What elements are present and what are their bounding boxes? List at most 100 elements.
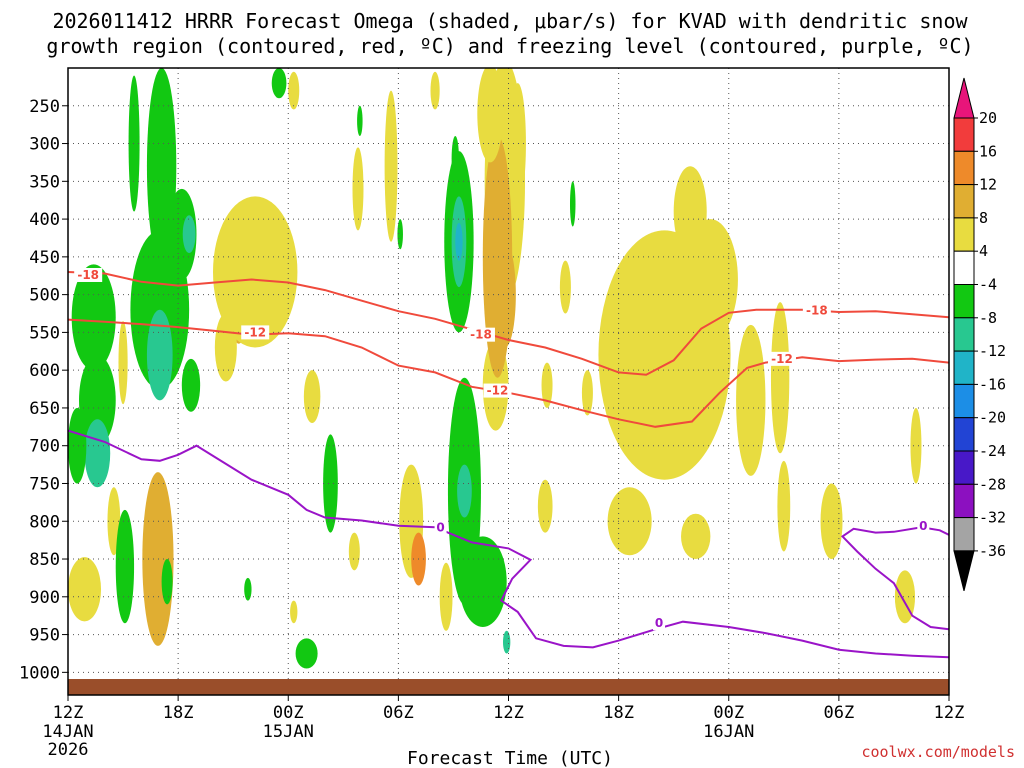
x-date-label-36: 16JAN xyxy=(703,722,754,742)
x-tick-label-18: 06Z xyxy=(383,703,414,723)
contour-label-1-2: -12 xyxy=(771,352,793,366)
omega-cell-41 xyxy=(84,419,111,488)
dotted-grid xyxy=(67,68,950,695)
omega-cell-38 xyxy=(290,600,298,624)
omega-shading xyxy=(68,68,922,669)
colorbar-label-7: -12 xyxy=(979,342,1006,360)
x-date-label-0: 14JAN xyxy=(42,722,93,742)
y-tick-label-1000: 1000 xyxy=(19,663,60,683)
contour-label-bg-0-1 xyxy=(466,327,495,342)
omega-cell-34 xyxy=(482,135,513,378)
omega-cell-52 xyxy=(161,559,173,605)
y-tick-label-750: 750 xyxy=(29,474,60,494)
colorbar-bottom-arrow xyxy=(953,550,975,592)
colorbar-label-4: 4 xyxy=(979,242,988,260)
contour-line-1 xyxy=(68,318,949,428)
omega-cell-66 xyxy=(502,630,511,654)
colorbar: 20 16 12 8 4 -4 -8 -12 -16 -20 -24 -28 -32 -36 xyxy=(953,77,1006,592)
contour-label-1-1: -12 xyxy=(487,384,509,398)
omega-cell-40 xyxy=(79,355,116,446)
omega-cell-24 xyxy=(682,219,738,340)
omega-cell-36 xyxy=(537,479,553,533)
colorbar-bin-13 xyxy=(953,517,975,552)
omega-cell-57 xyxy=(357,105,363,136)
colorbar-label-11: -28 xyxy=(979,475,1006,493)
contour-label-bg-2-1 xyxy=(653,616,666,631)
omega-cell-35 xyxy=(477,68,503,163)
omega-cell-30 xyxy=(910,407,922,484)
colorbar-bin-1 xyxy=(953,117,975,152)
omega-cell-17 xyxy=(509,83,526,204)
omega-cell-14 xyxy=(430,71,440,110)
omega-cell-19 xyxy=(541,362,553,408)
omega-cell-7 xyxy=(214,313,237,382)
contour-label-0-0: -18 xyxy=(77,268,99,282)
omega-cell-9 xyxy=(348,532,360,571)
credit-text: coolwx.com/models xyxy=(861,743,1015,761)
omega-cell-51 xyxy=(115,509,135,624)
x-tick-label-48: 12Z xyxy=(934,703,965,723)
colorbar-bin-12 xyxy=(953,483,975,519)
omega-cell-62 xyxy=(455,222,463,261)
contour-line-0 xyxy=(68,271,949,376)
chart-title-line1: 2026011412 HRRR Forecast Omega (shaded, … xyxy=(52,9,968,33)
contour-label-2-1: 0 xyxy=(655,616,663,630)
colorbar-label-12: -32 xyxy=(979,509,1006,527)
contour-label-1-0: -12 xyxy=(244,325,266,339)
y-tick-label-450: 450 xyxy=(29,248,60,268)
omega-cell-21 xyxy=(581,370,593,416)
contour-label-bg-0-2 xyxy=(802,303,831,318)
y-tick-label-500: 500 xyxy=(29,286,60,306)
omega-cell-64 xyxy=(457,464,472,518)
x-tick-label-36: 00Z xyxy=(713,703,744,723)
omega-cell-31 xyxy=(607,487,652,556)
contour-label-bg-1-2 xyxy=(767,351,796,366)
omega-cell-68 xyxy=(288,71,300,110)
pressure-axis: 250 300 350 400 450 500 550 600 650 700 750 800 850 9… xyxy=(19,97,68,683)
chart-title-line2: growth region (contoured, red, ºC) and f… xyxy=(46,34,973,58)
y-tick-label-600: 600 xyxy=(29,361,60,381)
terrain-ground-bar xyxy=(68,679,949,695)
colorbar-label-9: -20 xyxy=(979,409,1006,427)
omega-cell-11 xyxy=(384,90,398,242)
omega-cell-65 xyxy=(458,536,507,628)
x-tick-label-42: 06Z xyxy=(824,703,855,723)
omega-cell-26 xyxy=(770,302,790,454)
colorbar-bin-7 xyxy=(953,317,975,352)
colorbar-bin-4 xyxy=(953,217,975,252)
colorbar-bin-3 xyxy=(953,184,975,219)
contour-label-bg-3-0 xyxy=(917,518,930,533)
contour-label-0-2: -18 xyxy=(806,303,828,317)
y-tick-label-550: 550 xyxy=(29,323,60,343)
contour-label-bg-1-0 xyxy=(241,325,270,340)
y-tick-label-400: 400 xyxy=(29,210,60,230)
colorbar-label-6: -8 xyxy=(979,309,997,327)
omega-cell-49 xyxy=(181,358,201,412)
y-tick-label-850: 850 xyxy=(29,550,60,570)
colorbar-bin-10 xyxy=(953,417,975,452)
omega-cell-33 xyxy=(439,562,453,631)
omega-cell-67 xyxy=(569,181,576,227)
omega-cell-28 xyxy=(820,483,843,560)
x-axis-title: Forecast Time (UTC) xyxy=(407,748,613,768)
y-tick-label-300: 300 xyxy=(29,135,60,155)
colorbar-bin-11 xyxy=(953,450,975,485)
contour-label-3-0: 0 xyxy=(919,519,927,533)
x-tick-label-24: 12Z xyxy=(493,703,524,723)
omega-cell-53 xyxy=(244,577,252,601)
temperature-contours: -18 -18 -18 -12 -12 -12 0 0 0 xyxy=(68,267,949,659)
omega-cell-6 xyxy=(212,196,298,348)
omega-cell-47 xyxy=(167,188,197,280)
contour-label-bg-0-0 xyxy=(74,267,103,282)
colorbar-label-1: 16 xyxy=(979,142,997,160)
x-tick-label-12: 00Z xyxy=(273,703,304,723)
x-tick-label-0: 12Z xyxy=(53,703,84,723)
omega-cell-48 xyxy=(182,215,196,254)
omega-cell-58 xyxy=(397,219,403,250)
omega-cell-54 xyxy=(271,68,287,99)
contour-label-bg-1-1 xyxy=(483,383,512,398)
colorbar-bin-8 xyxy=(953,350,975,385)
omega-cell-46 xyxy=(146,309,173,401)
